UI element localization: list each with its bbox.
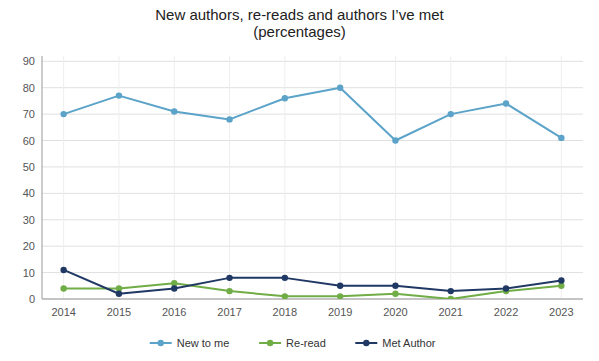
point — [558, 135, 564, 141]
series-line — [64, 88, 562, 141]
grid-line — [42, 272, 583, 273]
point — [60, 285, 66, 291]
point — [282, 275, 288, 281]
y-tick-label: 0 — [29, 293, 35, 305]
legend-marker — [158, 340, 164, 346]
grid-line — [42, 299, 583, 300]
point — [116, 92, 122, 98]
legend-marker — [363, 340, 369, 346]
x-tick-label: 2019 — [328, 306, 352, 318]
y-tick-label: 60 — [23, 135, 35, 147]
y-tick-label: 30 — [23, 214, 35, 226]
x-tick-label: 2014 — [51, 306, 75, 318]
point — [226, 288, 232, 294]
legend-label: Met Author — [382, 337, 436, 349]
legend-label: Re-read — [286, 337, 326, 349]
point — [503, 285, 509, 291]
x-tick-label: 2021 — [439, 306, 463, 318]
grid-line — [340, 56, 341, 299]
point — [392, 283, 398, 289]
point — [282, 293, 288, 299]
x-tick-label: 2020 — [383, 306, 407, 318]
grid-line — [42, 193, 583, 194]
point — [337, 293, 343, 299]
grid-line — [284, 56, 285, 299]
grid-line — [561, 56, 562, 299]
point — [171, 108, 177, 114]
point — [226, 116, 232, 122]
legend: New to me Re-read Met Author — [150, 337, 436, 349]
point — [392, 137, 398, 143]
legend-label: New to me — [177, 337, 230, 349]
plot-area — [60, 84, 564, 299]
grid-line — [42, 246, 583, 247]
title: New authors, re-reads and authors I’ve m… — [155, 6, 444, 40]
x-tick-label: 2017 — [217, 306, 241, 318]
point — [337, 84, 343, 90]
point — [226, 275, 232, 281]
point — [448, 288, 454, 294]
x-tick-label: 2016 — [162, 306, 186, 318]
grid-line — [229, 56, 230, 299]
grid-line — [42, 219, 583, 220]
point — [60, 111, 66, 117]
point — [448, 111, 454, 117]
point — [60, 267, 66, 273]
grid-line — [450, 56, 451, 299]
y-tick-label: 70 — [23, 108, 35, 120]
y-tick-label: 20 — [23, 240, 35, 252]
grid-line — [42, 140, 583, 141]
x-tick-label: 2022 — [494, 306, 518, 318]
point — [503, 100, 509, 106]
grid-line — [506, 56, 507, 299]
point — [282, 95, 288, 101]
y-tick-label: 10 — [23, 267, 35, 279]
y-axis — [42, 56, 43, 299]
point — [392, 291, 398, 297]
point — [171, 285, 177, 291]
chart: New authors, re-reads and authors I’ve m… — [0, 0, 599, 361]
grid-line — [42, 61, 583, 62]
grid-line — [174, 56, 175, 299]
y-tick-label: 50 — [23, 161, 35, 173]
point — [337, 283, 343, 289]
grid-line — [395, 56, 396, 299]
grid-line — [42, 114, 583, 115]
grid-line — [42, 166, 583, 167]
grid-line — [42, 87, 583, 88]
point — [558, 277, 564, 283]
x-tick-label: 2018 — [273, 306, 297, 318]
grid-line — [63, 56, 64, 299]
point — [116, 291, 122, 297]
y-tick-label: 40 — [23, 187, 35, 199]
legend-marker — [267, 340, 273, 346]
grid — [42, 56, 583, 299]
y-tick-label: 90 — [23, 55, 35, 67]
x-axis — [42, 299, 583, 300]
y-tick-label: 80 — [23, 82, 35, 94]
x-tick-label: 2023 — [549, 306, 573, 318]
point — [448, 296, 454, 299]
x-tick-label: 2015 — [107, 306, 131, 318]
series-line — [64, 270, 562, 294]
